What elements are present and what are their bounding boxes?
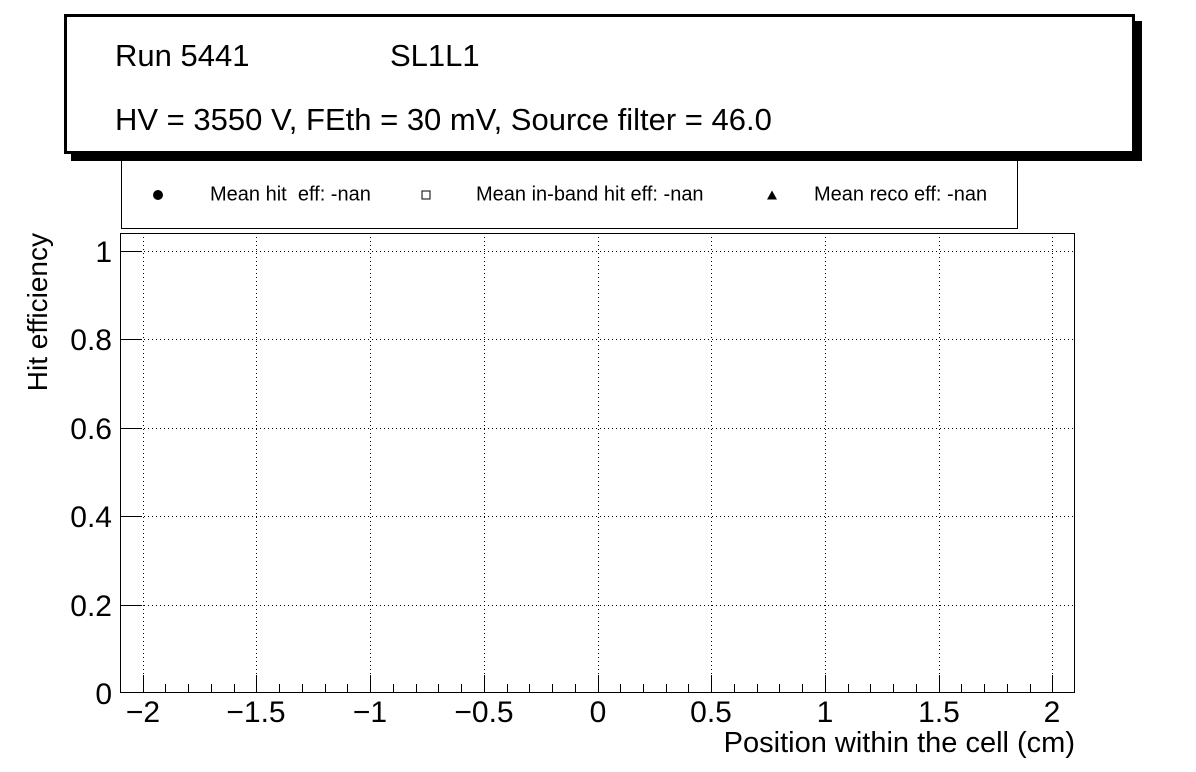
- filled-triangle-icon: [767, 190, 777, 200]
- chamber-text: SL1L1: [390, 38, 480, 73]
- x-axis-title: Position within the cell (cm): [723, 727, 1075, 759]
- conditions-text: HV = 3550 V, FEth = 30 mV, Source filter…: [115, 102, 772, 137]
- y-axis-title: Hit efficiency: [22, 233, 53, 392]
- x-tick-label: −1.5: [226, 696, 286, 729]
- x-tick-label: 1.5: [918, 696, 960, 729]
- y-tick-label: 0.4: [70, 501, 112, 534]
- x-tick-label: −2: [125, 696, 161, 729]
- y-tick-label: 0.6: [70, 413, 112, 446]
- legend-entry-label: Mean in-band hit eff: -nan: [476, 183, 704, 206]
- filled-circle-icon: [153, 190, 163, 200]
- x-tick-label: 0.5: [690, 696, 732, 729]
- x-tick-label: 0: [589, 696, 607, 729]
- x-tick-label: 1: [816, 696, 834, 729]
- title-box: Run 5441 SL1L1 HV = 3550 V, FEth = 30 mV…: [64, 14, 1135, 154]
- legend-box: Mean hit eff: -nan Mean in-band hit eff:…: [121, 158, 1018, 229]
- legend-entry-label: Mean reco eff: -nan: [814, 183, 988, 206]
- legend-entry-label: Mean hit eff: -nan: [210, 183, 371, 206]
- x-tick-label: −1: [352, 696, 388, 729]
- y-tick-label: 0: [95, 678, 112, 711]
- run-number-text: Run 5441: [115, 38, 250, 73]
- x-tick-label: 2: [1043, 696, 1061, 729]
- x-tick-label: −0.5: [454, 696, 514, 729]
- open-square-icon: [421, 190, 431, 200]
- y-tick-label: 0.2: [70, 590, 112, 623]
- plot-frame: [120, 233, 1075, 693]
